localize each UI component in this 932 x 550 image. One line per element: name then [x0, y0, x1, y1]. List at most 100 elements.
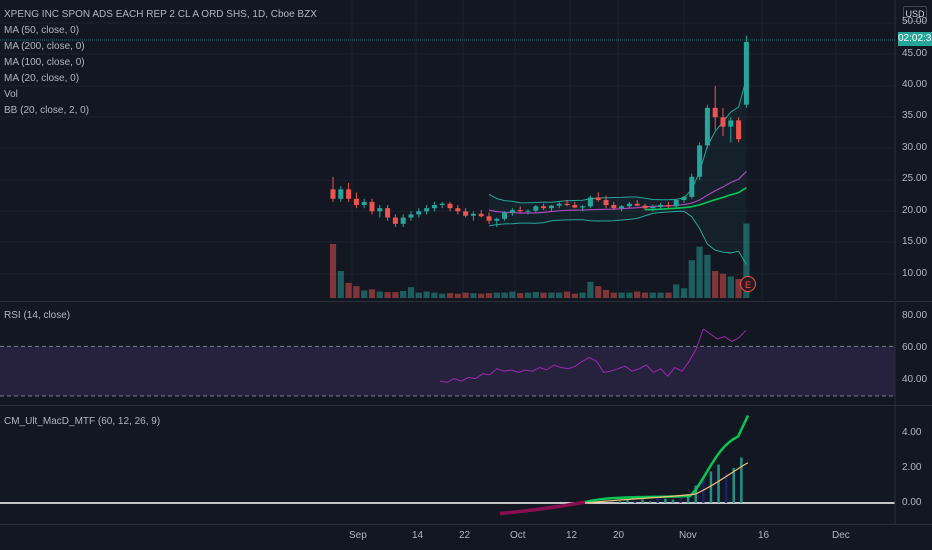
volume-bar [446, 293, 454, 298]
indicator-label[interactable]: BB (20, close, 2, 0) [4, 105, 90, 116]
rsi-axis-label: 80.00 [902, 310, 928, 321]
indicator-label[interactable]: MA (50, close, 0) [4, 25, 80, 36]
volume-bar [423, 291, 430, 298]
volume-bar [376, 291, 383, 298]
macd-histogram-bar [618, 501, 621, 503]
macd-axis-label: 4.00 [902, 427, 922, 438]
macd-chart[interactable] [0, 406, 932, 524]
price-axis-label: 20.00 [902, 205, 928, 216]
rsi-zone [0, 346, 895, 396]
volume-bar [532, 292, 539, 298]
time-axis[interactable]: Sep 14 22 Oct 12 20 Nov 16 Dec [0, 530, 895, 546]
volume-bar [361, 290, 368, 298]
candle-body [587, 197, 593, 207]
indicator-label[interactable]: MA (200, close, 0) [4, 41, 85, 52]
volume-bar [400, 290, 407, 298]
volume-bar [595, 286, 602, 298]
candle-body [361, 201, 367, 206]
candle-body [619, 206, 625, 209]
candle-body [494, 218, 500, 221]
volume-bar [610, 292, 617, 298]
volume-bar [470, 293, 477, 298]
volume-bar [485, 293, 493, 298]
rsi-chart[interactable] [0, 302, 932, 405]
candle-body [564, 203, 570, 206]
price-chart[interactable] [0, 0, 932, 300]
candle-body [330, 189, 336, 199]
macd-histogram-bar [679, 497, 682, 503]
volume-bar [540, 292, 547, 298]
rsi-axis-label: 60.00 [902, 342, 928, 353]
volume-bar [407, 287, 415, 298]
candle-body [642, 205, 648, 209]
bollinger-upper [488, 78, 747, 204]
volume-bar [680, 288, 688, 298]
macd-line-negative [499, 500, 586, 516]
candle-body [486, 216, 492, 221]
volume-bar [688, 260, 695, 298]
volume-bar [493, 292, 500, 298]
candle-body [603, 200, 609, 206]
macd-histogram-bar [664, 498, 667, 503]
volume-bar [548, 292, 555, 298]
currency-button[interactable]: USD [903, 6, 927, 22]
last-price-tag: 02:02:32 [898, 32, 932, 46]
indicator-label[interactable]: MA (100, close, 0) [4, 57, 85, 68]
price-axis-label: 50.00 [902, 16, 928, 27]
volume-bar [462, 292, 469, 298]
macd-axis-label: 2.00 [902, 462, 922, 473]
macd-histogram-bar [709, 471, 713, 503]
volume-bar [392, 292, 399, 298]
price-axis-label: 30.00 [902, 142, 928, 153]
pane-divider [0, 524, 932, 525]
volume-bar [368, 289, 376, 298]
price-axis-label: 40.00 [902, 79, 928, 90]
candle-body [697, 145, 703, 177]
volume-bar [579, 292, 586, 298]
candle-body [634, 203, 640, 206]
rsi-line [439, 328, 747, 383]
volume-bar [556, 292, 563, 298]
volume-bar [517, 293, 524, 298]
pane-divider[interactable] [0, 405, 932, 406]
time-label: 14 [412, 530, 424, 541]
candle-body [580, 206, 586, 208]
time-label: Oct [510, 530, 526, 541]
volume-bar [501, 292, 508, 298]
macd-histogram-bar [656, 497, 659, 503]
earnings-marker[interactable]: E [740, 276, 756, 292]
volume-bar [618, 292, 625, 298]
macd-histogram-bar [740, 457, 743, 503]
macd-histogram-bar [648, 501, 652, 503]
candle-body [728, 120, 734, 127]
volume-bar [696, 246, 703, 298]
macd-histogram-bar [717, 464, 720, 503]
candle-body [548, 205, 554, 209]
macd-title[interactable]: CM_Ult_MacD_MTF (60, 12, 26, 9) [4, 416, 161, 427]
symbol-title[interactable]: XPENG INC SPON ADS EACH REP 2 CL A ORD S… [4, 9, 317, 20]
candle-body [712, 107, 718, 118]
rsi-title[interactable]: RSI (14, close) [4, 310, 71, 321]
time-label: Nov [679, 530, 697, 541]
rsi-axis-label: 40.00 [902, 374, 928, 385]
candle-body [650, 206, 656, 209]
volume-bar [641, 292, 649, 298]
candle-body [509, 210, 515, 213]
candle-body [346, 189, 352, 199]
volume-bar [704, 254, 711, 298]
candle-body [611, 205, 617, 209]
price-axis-label: 15.00 [902, 236, 928, 247]
candle-body [424, 208, 430, 212]
candle-body [416, 211, 422, 215]
volume-bar [384, 292, 391, 298]
candle-body [408, 214, 414, 218]
pane-divider[interactable] [0, 301, 932, 302]
volume-bar [571, 293, 578, 298]
indicator-label[interactable]: MA (20, close, 0) [4, 73, 80, 84]
candle-body [665, 205, 671, 207]
volume-bar [587, 281, 594, 298]
volume-bar [345, 282, 352, 298]
volume-bar [563, 291, 571, 298]
candle-body [556, 203, 562, 206]
indicator-label[interactable]: Vol [4, 89, 18, 100]
